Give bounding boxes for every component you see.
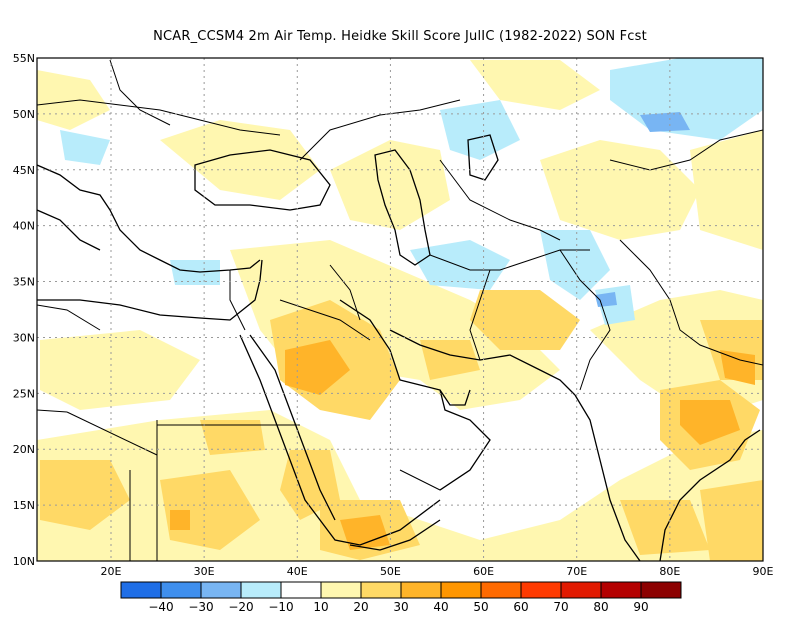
map-frame xyxy=(36,57,764,562)
colorbar-label: 30 xyxy=(393,600,408,614)
longitude-labels: 20E 30E 40E 50E 60E 70E 80E 90E xyxy=(101,565,774,578)
colorbar-label: 40 xyxy=(433,600,448,614)
colorbar-swatch xyxy=(240,581,282,599)
map-title: NCAR_CCSM4 2m Air Temp. Heidke Skill Sco… xyxy=(153,29,647,44)
colorbar-label: 70 xyxy=(553,600,568,614)
lon-label: 80E xyxy=(659,565,680,578)
colorbar-swatch xyxy=(520,581,562,599)
lon-label: 60E xyxy=(473,565,494,578)
colorbar-swatch xyxy=(160,581,202,599)
lat-label: 45N xyxy=(13,164,35,177)
colorbar-label: 20 xyxy=(353,600,368,614)
colorbar-swatch xyxy=(600,581,642,599)
colorbar-swatch xyxy=(640,581,682,599)
lat-label: 20N xyxy=(13,443,35,456)
colorbar-swatch xyxy=(120,581,162,599)
shading-neg20-neg30 xyxy=(595,112,690,307)
colorbar-label: 50 xyxy=(473,600,488,614)
shading-30-40 xyxy=(170,340,755,550)
colorbar-label: −30 xyxy=(188,600,213,614)
lat-label: 50N xyxy=(13,108,35,121)
colorbar: −40 −30 −20 −10 10 20 30 40 50 60 70 80 90 xyxy=(120,581,682,614)
colorbar-swatch xyxy=(360,581,402,599)
lon-label: 30E xyxy=(194,565,215,578)
colorbar-swatch xyxy=(480,581,522,599)
skill-shading xyxy=(37,58,763,561)
lat-label: 30N xyxy=(13,331,35,344)
colorbar-swatch xyxy=(400,581,442,599)
lat-label: 40N xyxy=(13,220,35,233)
latitude-labels: 55N 50N 45N 40N 35N 30N 25N 20N 15N 10N xyxy=(13,52,35,568)
lat-label: 15N xyxy=(13,499,35,512)
map-area xyxy=(36,57,764,562)
colorbar-label: 60 xyxy=(513,600,528,614)
lat-label: 10N xyxy=(13,555,35,568)
lon-label: 90E xyxy=(753,565,774,578)
colorbar-label: −40 xyxy=(148,600,173,614)
colorbar-swatch xyxy=(320,581,362,599)
colorbar-label: −10 xyxy=(268,600,293,614)
colorbar-label: −20 xyxy=(228,600,253,614)
colorbar-swatch xyxy=(200,581,242,599)
lon-label: 40E xyxy=(287,565,308,578)
lon-label: 70E xyxy=(566,565,587,578)
lat-label: 25N xyxy=(13,387,35,400)
colorbar-swatch xyxy=(280,581,322,599)
lat-label: 35N xyxy=(13,276,35,289)
colorbar-swatch xyxy=(440,581,482,599)
colorbar-label: 90 xyxy=(633,600,648,614)
colorbar-label: 10 xyxy=(313,600,328,614)
graticule xyxy=(37,58,763,561)
colorbar-swatch xyxy=(560,581,602,599)
shading-20-30 xyxy=(40,290,763,561)
lat-label: 55N xyxy=(13,52,35,65)
colorbar-label: 80 xyxy=(593,600,608,614)
lon-label: 20E xyxy=(101,565,122,578)
lon-label: 50E xyxy=(380,565,401,578)
